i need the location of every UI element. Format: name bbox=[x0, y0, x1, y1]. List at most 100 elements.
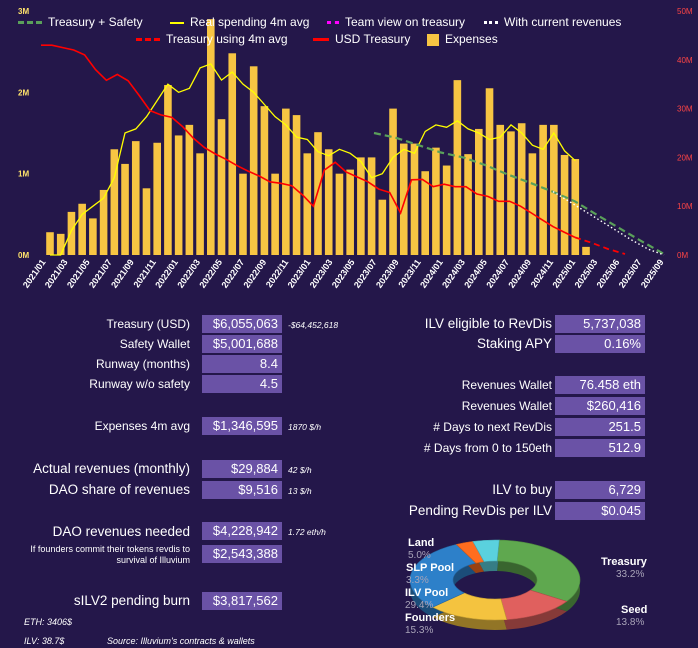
legend-swatch bbox=[327, 21, 339, 25]
founders-commit-label: If founders commit their tokens revdis t… bbox=[30, 544, 190, 565]
expense-bar bbox=[389, 108, 397, 255]
expense-bar bbox=[110, 149, 119, 255]
expense-bar bbox=[378, 199, 387, 255]
pie-slice-treasury bbox=[496, 539, 581, 602]
expense-bar bbox=[517, 123, 526, 256]
legend-label: USD Treasury bbox=[335, 32, 411, 46]
expense-bar bbox=[239, 173, 247, 255]
pie-label-founders: Founders bbox=[405, 612, 456, 624]
legend-label: Treasury + Safety bbox=[48, 15, 143, 29]
legend-current-revenues: With current revenues bbox=[484, 15, 621, 29]
usd-treasury-line bbox=[41, 44, 576, 239]
expense-bar bbox=[56, 233, 65, 255]
legend-real-spending: Real spending 4m avg bbox=[170, 15, 309, 29]
expense-bar bbox=[78, 203, 86, 255]
safety-wallet-value: $5,001,688 bbox=[202, 335, 282, 353]
pie-slice-land bbox=[472, 539, 500, 562]
expense-bar bbox=[99, 189, 108, 255]
expense-bar bbox=[142, 188, 151, 255]
expense-bar bbox=[399, 143, 408, 255]
legend-swatch bbox=[313, 38, 329, 42]
legend-treasury-safety: Treasury + Safety bbox=[18, 15, 143, 29]
expense-bar bbox=[464, 154, 472, 255]
treasury-usd-label: Treasury (USD) bbox=[106, 317, 190, 331]
expense-bar bbox=[46, 232, 54, 255]
treasury-4m-avg-line bbox=[574, 236, 626, 255]
source-note: Source: Illuvium's contracts & wallets bbox=[107, 636, 255, 646]
ilv-to-buy-value: 6,729 bbox=[555, 481, 645, 499]
treasury-usd-note: -$64,452,618 bbox=[288, 320, 339, 330]
expense-bar bbox=[496, 124, 505, 255]
expense-bar bbox=[303, 153, 312, 255]
legend-swatch bbox=[170, 21, 184, 24]
expense-bar bbox=[475, 128, 483, 255]
runway-value: 8.4 bbox=[202, 355, 282, 373]
y-right-tick-label: 10M bbox=[677, 202, 693, 211]
pie-label-treasury: Treasury bbox=[601, 556, 647, 568]
pending-revdis-value: $0.045 bbox=[555, 502, 645, 520]
expense-bar bbox=[442, 165, 451, 255]
legend-team-view: Team view on treasury bbox=[327, 15, 465, 29]
expense-bar bbox=[249, 66, 258, 255]
expense-bar bbox=[539, 124, 547, 255]
silv2-burn-value: $3,817,562 bbox=[202, 592, 282, 610]
expense-bar bbox=[582, 246, 590, 255]
days-next-revdis-label: # Days to next RevDis bbox=[433, 420, 552, 434]
legend-swatch bbox=[427, 33, 439, 46]
legend-label: With current revenues bbox=[504, 15, 622, 29]
pie-pct-seed: 13.8% bbox=[616, 617, 645, 628]
y-right-tick-label: 0M bbox=[677, 251, 688, 260]
pie-pct-treasury: 33.2% bbox=[616, 569, 645, 580]
ilv-to-buy-label: ILV to buy bbox=[492, 482, 552, 497]
dao-share-value: $9,516 bbox=[202, 481, 282, 499]
expense-bar bbox=[453, 80, 462, 255]
expense-bar bbox=[153, 142, 161, 255]
expenses-avg-label: Expenses 4m avg bbox=[94, 419, 190, 433]
days-next-revdis-value: 251.5 bbox=[555, 418, 645, 436]
expense-bar bbox=[121, 163, 129, 255]
founders-commit-value: $2,543,388 bbox=[202, 545, 282, 563]
legend-label: Team view on treasury bbox=[345, 15, 466, 29]
dao-needed-note: 1.72 eth/h bbox=[288, 527, 326, 537]
legend-label: Real spending 4m avg bbox=[190, 15, 310, 29]
legend-swatch bbox=[136, 38, 160, 42]
treasury-safety-line bbox=[373, 131, 665, 255]
expense-bar bbox=[357, 157, 365, 255]
actual-revenues-note: 42 $/h bbox=[288, 465, 312, 475]
expense-bar bbox=[185, 124, 194, 255]
expense-bar bbox=[485, 88, 494, 256]
pie-pct-ilv-pool: 29.4% bbox=[405, 600, 434, 611]
ilv-price: ILV: 38.7$ bbox=[24, 636, 65, 646]
pie-pct-land: 5.0% bbox=[408, 550, 431, 561]
main-chart: 0M1M2M3M0M10M20M30M40M50M2021/012021/032… bbox=[18, 7, 693, 290]
legend-label: Expenses bbox=[445, 32, 498, 46]
expense-bar bbox=[164, 85, 172, 255]
days-0-150-label: # Days from 0 to 150eth bbox=[423, 441, 552, 455]
real-spending-line bbox=[50, 63, 576, 256]
pie-label-seed: Seed bbox=[621, 604, 648, 616]
expenses-avg-value: $1,346,595 bbox=[202, 417, 282, 435]
pie-pct-slp-pool: 3.3% bbox=[406, 575, 429, 586]
expense-bar bbox=[571, 159, 580, 255]
pie-slice-ilv-pool bbox=[409, 544, 477, 608]
expense-bar bbox=[346, 169, 354, 255]
expense-bar bbox=[89, 218, 97, 255]
expense-bar bbox=[67, 211, 76, 255]
legend-label: Treasury using 4m avg bbox=[166, 32, 288, 46]
expense-bar bbox=[131, 141, 140, 255]
expense-bar bbox=[324, 149, 333, 255]
expenses-avg-note: 1870 $/h bbox=[288, 422, 322, 432]
expense-bar bbox=[174, 135, 183, 255]
legend-usd-treasury: USD Treasury bbox=[313, 32, 410, 46]
actual-revenues-value: $29,884 bbox=[202, 460, 282, 478]
y-left-tick-label: 3M bbox=[18, 7, 29, 16]
dao-share-note: 13 $/h bbox=[288, 486, 312, 496]
dao-share-label: DAO share of revenues bbox=[48, 482, 190, 497]
expense-bar bbox=[228, 53, 237, 255]
y-left-tick-label: 0M bbox=[18, 251, 29, 260]
expense-bar bbox=[550, 124, 558, 255]
expense-bar bbox=[260, 106, 269, 255]
expense-bar bbox=[421, 171, 429, 255]
staking-apy-value: 0.16% bbox=[555, 335, 645, 353]
expense-bar bbox=[217, 119, 226, 255]
